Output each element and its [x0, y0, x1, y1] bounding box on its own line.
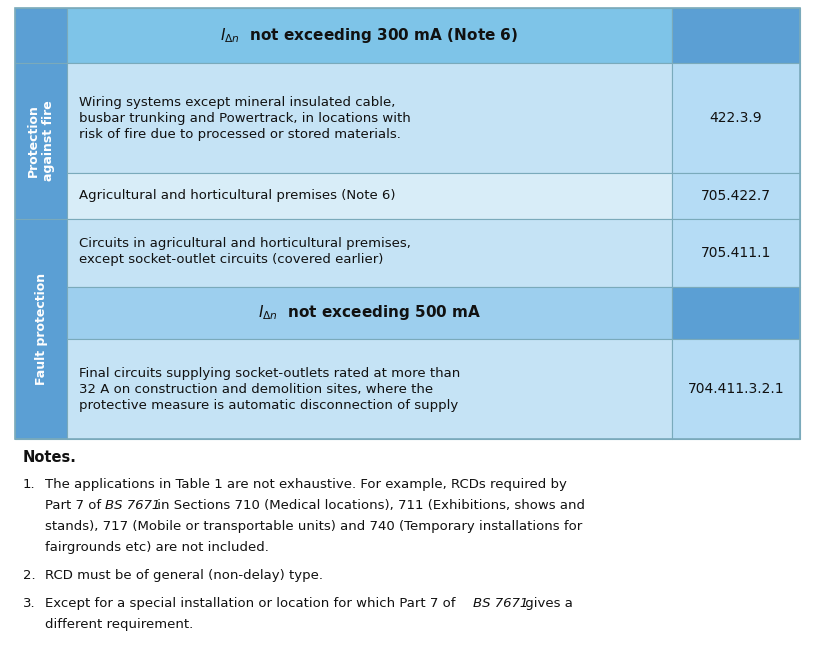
Text: 705.422.7: 705.422.7 [701, 189, 771, 203]
Text: risk of fire due to processed or stored materials.: risk of fire due to processed or stored … [79, 128, 400, 141]
Text: Agricultural and horticultural premises (Note 6): Agricultural and horticultural premises … [79, 189, 396, 203]
Text: 1.: 1. [23, 478, 35, 491]
Bar [67, 339, 672, 439]
Text: busbar trunking and Powertrack, in locations with: busbar trunking and Powertrack, in locat… [79, 112, 411, 125]
Text: Protection
against fire: Protection against fire [27, 101, 55, 181]
Text: Fault protection: Fault protection [34, 273, 48, 385]
Bar [672, 8, 800, 63]
Text: BS 7671: BS 7671 [105, 499, 161, 512]
Text: Notes.: Notes. [23, 450, 77, 465]
Bar [15, 219, 67, 439]
Text: 422.3.9: 422.3.9 [710, 111, 762, 125]
Text: Except for a special installation or location for which Part 7 of: Except for a special installation or loc… [45, 597, 459, 610]
Text: RCD must be of general (non-delay) type.: RCD must be of general (non-delay) type. [45, 569, 323, 582]
Text: Wiring systems except mineral insulated cable,: Wiring systems except mineral insulated … [79, 96, 396, 109]
Text: 2.: 2. [23, 569, 35, 582]
Bar [672, 173, 800, 219]
Text: $\it{I}_{\Delta n}$  not exceeding 300 mA (Note 6): $\it{I}_{\Delta n}$ not exceeding 300 mA… [220, 26, 518, 45]
Text: Final circuits supplying socket-outlets rated at more than: Final circuits supplying socket-outlets … [79, 367, 460, 380]
Text: $\it{I}_{\Delta n}$  not exceeding 500 mA: $\it{I}_{\Delta n}$ not exceeding 500 mA [258, 303, 482, 323]
Text: The applications in Table 1 are not exhaustive. For example, RCDs required by: The applications in Table 1 are not exha… [45, 478, 567, 491]
Text: 32 A on construction and demolition sites, where the: 32 A on construction and demolition site… [79, 383, 433, 396]
Bar [67, 63, 672, 173]
Bar [67, 219, 672, 287]
Text: 3.: 3. [23, 597, 35, 610]
Bar [15, 8, 67, 63]
Text: protective measure is automatic disconnection of supply: protective measure is automatic disconne… [79, 399, 459, 412]
Bar [672, 63, 800, 173]
Bar [672, 219, 800, 287]
Text: 704.411.3.2.1: 704.411.3.2.1 [688, 382, 785, 396]
Text: different requirement.: different requirement. [45, 618, 193, 631]
Bar [672, 287, 800, 339]
Text: Part 7 of: Part 7 of [45, 499, 106, 512]
Bar [15, 63, 67, 219]
Text: fairgrounds etc) are not included.: fairgrounds etc) are not included. [45, 541, 269, 554]
Bar [67, 173, 672, 219]
Text: except socket-outlet circuits (covered earlier): except socket-outlet circuits (covered e… [79, 253, 383, 266]
Text: in Sections 710 (Medical locations), 711 (Exhibitions, shows and: in Sections 710 (Medical locations), 711… [153, 499, 585, 512]
Text: stands), 717 (Mobile or transportable units) and 740 (Temporary installations fo: stands), 717 (Mobile or transportable un… [45, 520, 582, 533]
Bar [67, 287, 672, 339]
Text: gives a: gives a [521, 597, 572, 610]
Text: BS 7671: BS 7671 [473, 597, 528, 610]
Text: 705.411.1: 705.411.1 [701, 246, 771, 260]
Bar [15, 8, 800, 439]
Bar [67, 8, 672, 63]
Text: Circuits in agricultural and horticultural premises,: Circuits in agricultural and horticultur… [79, 237, 411, 250]
Bar [672, 339, 800, 439]
